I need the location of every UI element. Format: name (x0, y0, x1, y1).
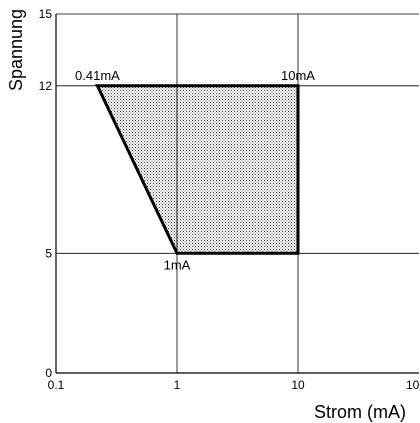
annotation-label: 1mA (164, 257, 191, 272)
x-tick-label: 100 (406, 378, 420, 392)
x-axis-title: Strom (mA) (314, 402, 406, 422)
operating-region-outline (95, 84, 300, 255)
x-tick-label: 0.1 (48, 378, 65, 392)
y-tick-label: 0 (45, 366, 52, 380)
annotation-label: 0.41mA (75, 68, 120, 83)
annotation-label: 10mA (281, 68, 315, 83)
y-tick-label: 12 (39, 79, 53, 93)
operating-region (95, 84, 300, 255)
y-tick-label: 15 (39, 7, 53, 21)
tick-labels: 0.1 1 10 100 0 5 12 15 (39, 7, 420, 392)
operating-region-fill (97, 85, 299, 254)
y-tick-label: 5 (45, 246, 52, 260)
y-axis-title: Spannung (6, 9, 26, 91)
plot-frame (55, 13, 419, 374)
annotations: 0.41mA 10mA 1mA (75, 68, 315, 273)
x-tick-label: 1 (174, 378, 181, 392)
x-tick-label: 10 (291, 378, 305, 392)
